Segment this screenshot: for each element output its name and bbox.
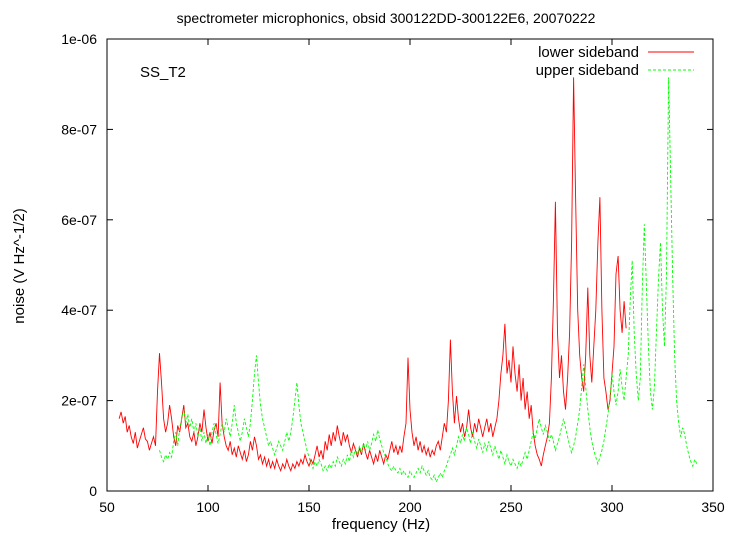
x-axis-label: frequency (Hz) <box>332 516 430 533</box>
x-tick-label: 100 <box>196 499 220 515</box>
series-layer <box>118 77 698 484</box>
x-tick-label: 250 <box>499 499 523 515</box>
y-tick-label: 6e-07 <box>61 212 97 228</box>
y-tick-label: 4e-07 <box>61 302 97 318</box>
x-axis: 50 100 150 200 250 300 350 <box>99 39 725 515</box>
y-axis-label: noise (V Hz^-1/2) <box>11 208 28 323</box>
x-tick-label: 300 <box>600 499 624 515</box>
y-tick-label: 2e-07 <box>61 393 97 409</box>
x-tick-label: 150 <box>297 499 321 515</box>
x-tick-label: 200 <box>398 499 422 515</box>
x-tick-label: 350 <box>701 499 725 515</box>
y-tick-label: 8e-07 <box>61 121 97 137</box>
legend-label: upper sideband <box>536 62 639 79</box>
series-line-lower-sideband <box>118 77 627 473</box>
legend-label: lower sideband <box>538 44 639 61</box>
chart-title: spectrometer microphonics, obsid 300122D… <box>177 10 596 26</box>
plot-frame <box>106 38 714 492</box>
annotation-ss-t2: SS_T2 <box>140 64 186 81</box>
series-line-upper-sideband <box>159 77 698 484</box>
x-tick-label: 50 <box>99 499 115 515</box>
y-axis: 0 2e-07 4e-07 6e-07 8e-07 1e-06 <box>61 31 713 499</box>
y-tick-label: 0 <box>89 483 97 499</box>
y-tick-label: 1e-06 <box>61 31 97 47</box>
